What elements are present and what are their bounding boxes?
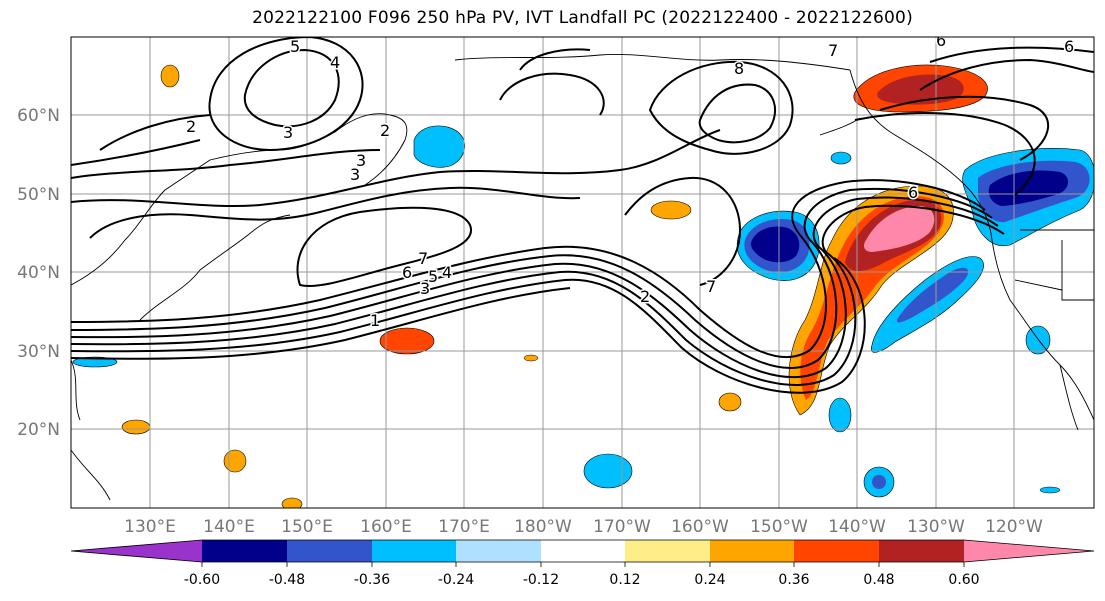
contour-label: 3 bbox=[350, 165, 360, 184]
lon-label: 130°E bbox=[124, 517, 176, 537]
contour-label: 2 bbox=[640, 287, 650, 306]
lon-label: 150°E bbox=[281, 517, 333, 537]
lon-label: 180°W bbox=[514, 517, 572, 537]
contour-label: 3 bbox=[283, 123, 293, 142]
pv-contour-labels: 5 4 3 2 3 2 3 8 7 7 6 5 4 3 1 2 7 6 6 6 bbox=[185, 31, 1076, 332]
contour-label: 6 bbox=[402, 263, 412, 282]
lat-label: 40°N bbox=[17, 263, 60, 283]
small-negative-cell bbox=[583, 453, 633, 489]
lon-label: 140°W bbox=[828, 517, 886, 537]
lon-label: 150°W bbox=[750, 517, 808, 537]
colorbar: -0.60 -0.48 -0.36 -0.24 -0.12 0.12 0.24 … bbox=[70, 539, 1095, 588]
lat-label: 50°N bbox=[17, 185, 60, 205]
small-negative-cell bbox=[1039, 486, 1061, 494]
colorbar-segment bbox=[964, 540, 1094, 562]
contour-label: 6 bbox=[1064, 37, 1074, 56]
contour-label: 6 bbox=[908, 183, 918, 202]
lon-label: 170°W bbox=[593, 517, 651, 537]
ivt-shading bbox=[72, 64, 1094, 508]
contour-label: 3 bbox=[420, 279, 430, 298]
contour-label: 3 bbox=[356, 151, 366, 170]
colorbar-tick-label: 0.60 bbox=[948, 572, 979, 588]
colorbar-tick-label: -0.12 bbox=[523, 572, 559, 588]
small-negative-cell bbox=[872, 475, 886, 489]
lon-label: 160°E bbox=[360, 517, 412, 537]
small-negative-cell bbox=[828, 397, 852, 433]
lon-label: 120°W bbox=[985, 517, 1043, 537]
colorbar-segment bbox=[71, 540, 202, 562]
small-negative-cell bbox=[830, 151, 852, 165]
colorbar-segment bbox=[202, 540, 287, 562]
negative-cell-pnw-core bbox=[988, 170, 1069, 206]
pv-contours bbox=[71, 37, 1094, 394]
colorbar-tick-label: 0.12 bbox=[609, 572, 640, 588]
contour-label: 5 bbox=[428, 267, 438, 286]
colorbar-tick-label: -0.36 bbox=[354, 572, 390, 588]
lat-label: 30°N bbox=[17, 342, 60, 362]
negative-band-west-coast-mid bbox=[896, 267, 969, 323]
contour-label: 2 bbox=[380, 121, 390, 140]
lon-label: 170°E bbox=[438, 517, 490, 537]
colorbar-tick-label: -0.60 bbox=[184, 572, 220, 588]
negative-cell-kamchatka bbox=[413, 125, 465, 168]
lat-label: 20°N bbox=[17, 420, 60, 440]
small-positive-cell bbox=[281, 497, 303, 508]
positive-plume-core bbox=[864, 206, 935, 252]
negative-cell-ne-pacific-core bbox=[751, 226, 800, 263]
lat-label: 60°N bbox=[17, 106, 60, 126]
contour-label: 5 bbox=[290, 37, 300, 56]
colorbar-tick-label: 0.24 bbox=[694, 572, 725, 588]
contour-label: 4 bbox=[442, 263, 452, 282]
lon-label: 140°E bbox=[203, 517, 255, 537]
colorbar-segment bbox=[879, 540, 964, 562]
small-positive-cell bbox=[223, 449, 247, 473]
colorbar-segment bbox=[541, 540, 625, 562]
colorbar-segment bbox=[456, 540, 541, 562]
small-positive-cell bbox=[523, 354, 539, 362]
small-positive-cell bbox=[379, 327, 435, 355]
small-positive-cell bbox=[650, 200, 692, 220]
colorbar-segment bbox=[794, 540, 879, 562]
contour-label: 6 bbox=[936, 31, 946, 50]
colorbar-tick-label: 0.36 bbox=[778, 572, 809, 588]
contour-label: 7 bbox=[706, 277, 716, 296]
contour-label: 7 bbox=[418, 249, 428, 268]
small-positive-cell bbox=[121, 419, 151, 435]
small-positive-cell bbox=[160, 64, 180, 88]
latitude-labels: 60°N 50°N 40°N 30°N 20°N bbox=[17, 106, 60, 440]
lon-label: 130°W bbox=[907, 517, 965, 537]
plot-title: 2022122100 F096 250 hPa PV, IVT Landfall… bbox=[252, 8, 913, 28]
colorbar-segment bbox=[625, 540, 710, 562]
colorbar-tick-label: -0.24 bbox=[438, 572, 474, 588]
map-frame bbox=[70, 36, 1095, 509]
longitude-labels: 130°E 140°E 150°E 160°E 170°E 180°W 170°… bbox=[124, 517, 1043, 537]
contour-label: 1 bbox=[370, 311, 380, 330]
colorbar-segment bbox=[287, 540, 372, 562]
contour-label: 8 bbox=[734, 59, 744, 78]
colorbar-segment bbox=[372, 540, 456, 562]
colorbar-segment bbox=[710, 540, 794, 562]
contour-label: 2 bbox=[186, 117, 196, 136]
contour-label: 7 bbox=[828, 41, 838, 60]
colorbar-tick-label: 0.48 bbox=[863, 572, 894, 588]
small-positive-cell bbox=[718, 392, 742, 412]
contour-label: 4 bbox=[330, 53, 340, 72]
lon-label: 160°W bbox=[671, 517, 729, 537]
colorbar-tick-label: -0.48 bbox=[269, 572, 305, 588]
